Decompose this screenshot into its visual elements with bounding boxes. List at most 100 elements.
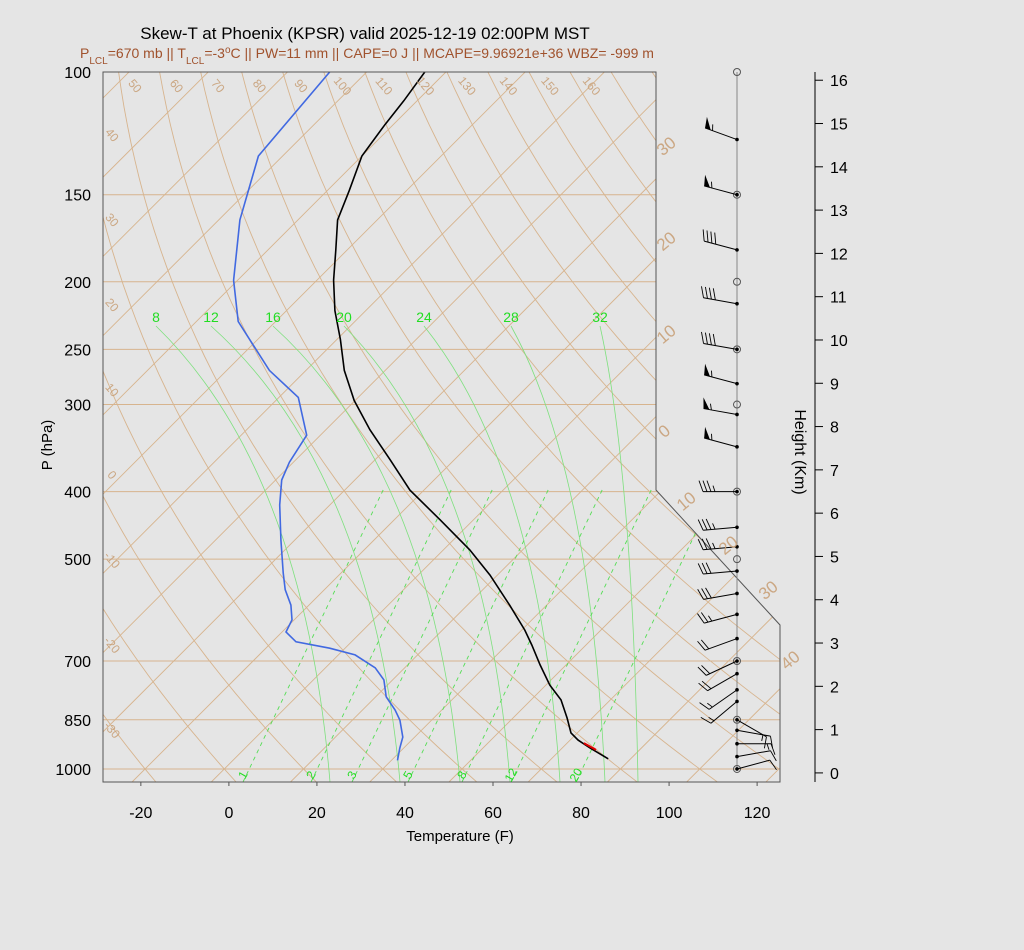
barb-feather [712, 333, 716, 346]
barb-feather [708, 287, 712, 300]
barb-pennant [703, 397, 710, 410]
y-tick-label: 500 [64, 552, 91, 569]
isotherm [103, 72, 764, 782]
barb-staff [736, 719, 767, 738]
wind-column [697, 68, 777, 773]
barb-feather [697, 563, 704, 575]
y-tick-label: 200 [64, 275, 91, 292]
isotherm [103, 72, 684, 782]
profile-line [232, 72, 404, 761]
y2-tick-label: 14 [830, 160, 848, 177]
barb-pennant [704, 426, 710, 440]
mixing-ratio-label: 12 [502, 765, 521, 784]
moist-adiabat [423, 325, 561, 782]
barb-feather [697, 519, 704, 531]
moist-adiabat-label: 20 [336, 309, 352, 325]
barb-feather [701, 665, 711, 675]
y-tick-label: 1000 [55, 762, 91, 779]
dry-adiabat [241, 72, 780, 782]
x-tick-label: 100 [656, 805, 683, 822]
profiles [232, 72, 609, 761]
barb-feather [701, 286, 704, 298]
y2-tick-label: 8 [830, 420, 839, 437]
barb-half [707, 702, 713, 708]
profile-line [332, 72, 609, 760]
barb-staff [703, 546, 738, 551]
dry-adiabat [282, 72, 780, 782]
moist-adiabat [510, 325, 606, 782]
wind-dot [735, 445, 739, 449]
barb-feather [702, 480, 708, 492]
barb-feather [763, 736, 767, 749]
wind-dot [735, 347, 739, 352]
wind-barb [697, 538, 739, 551]
barb-staff [707, 673, 738, 692]
isotherm [103, 72, 288, 782]
wind-barb [697, 612, 739, 624]
barb-feather [700, 639, 710, 650]
mixing-ratio-line [575, 489, 717, 782]
barb-feather [698, 480, 704, 492]
mixing-ratio-line [310, 489, 452, 782]
y-tick-label: 400 [64, 485, 91, 502]
barb-feather [706, 230, 709, 243]
barb-staff [703, 526, 738, 531]
wind-barb [697, 636, 739, 651]
subtitle-part: =670 mb || T [108, 45, 187, 61]
barb-feather [704, 332, 708, 345]
y2-tick-label: 15 [830, 117, 848, 134]
chart-title: Skew-T at Phoenix (KPSR) valid 2025-12-1… [140, 24, 589, 43]
y2-axis-label: Height (Km) [791, 409, 808, 494]
dry-adiabat [159, 72, 638, 782]
mandatory-level [733, 400, 741, 409]
isotherm [103, 72, 605, 782]
mandatory-level [733, 190, 741, 199]
moist-adiabat [272, 325, 461, 782]
x-tick-label: 120 [744, 805, 771, 822]
y-tick-label: 150 [64, 188, 91, 205]
barb-staff [736, 759, 770, 770]
barb-pennant [704, 363, 710, 377]
wind-barb [704, 174, 739, 197]
barb-feather [701, 538, 708, 550]
x-tick-label: -20 [129, 805, 152, 822]
mandatory-level [733, 555, 741, 564]
y-tick-label: 850 [64, 713, 91, 730]
moist-adiabat-label: 32 [592, 309, 608, 325]
wind-barb [735, 759, 777, 771]
mandatory-level [733, 715, 741, 724]
wind-barb [697, 587, 739, 600]
moist-adiabat [210, 325, 401, 782]
y-tick-label: 100 [64, 65, 91, 82]
barb-feather [705, 587, 712, 599]
dry-adiabat [528, 72, 780, 782]
y2-tick-label: 7 [830, 463, 839, 480]
barb-feather [705, 562, 712, 574]
wind-barb [704, 116, 739, 142]
barb-feather [708, 333, 712, 345]
moist-adiabat [599, 325, 639, 782]
dry-adiabat [103, 72, 478, 782]
subtitle-part: o [225, 45, 231, 56]
moist-adiabat-label: 16 [265, 309, 281, 325]
isotherm [103, 72, 447, 782]
mandatory-level [733, 345, 741, 354]
dry-adiabat [103, 72, 237, 782]
wind-barb [735, 750, 777, 762]
barb-feather [697, 613, 705, 624]
moist-adiabat-label: 24 [416, 309, 432, 325]
barb-feather [701, 588, 708, 599]
barb-feather [700, 612, 709, 623]
barb-feather [701, 680, 712, 690]
x-tick-label: 80 [572, 805, 590, 822]
isotherm [210, 72, 780, 782]
mandatory-level [733, 68, 741, 76]
barb-feather [697, 538, 704, 550]
barb-staff [703, 570, 738, 575]
subtitle-part: =-3 [204, 45, 225, 61]
x-axis-label: Temperature (F) [406, 828, 514, 845]
y2-tick-label: 16 [830, 73, 848, 90]
dry-adiabat [103, 72, 317, 782]
